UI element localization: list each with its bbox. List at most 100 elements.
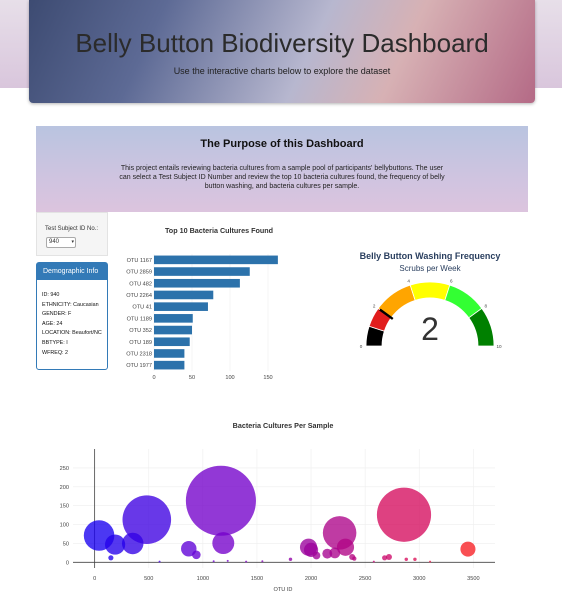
bubble-x-tick-label: 2500 xyxy=(359,576,371,582)
bubble-marker xyxy=(185,465,256,536)
bubble-marker xyxy=(336,538,355,556)
gauge-value: 2 xyxy=(421,311,439,347)
demographic-heading: Demographic Info xyxy=(37,263,107,280)
bubble-marker xyxy=(372,560,375,563)
bar-x-tick-label: 50 xyxy=(189,375,195,381)
bubble-marker xyxy=(322,548,333,559)
bar-x-tick-label: 100 xyxy=(225,375,234,381)
demographic-ethnicity: ETHNICITY: Caucasian xyxy=(42,301,99,308)
purpose-text: This project entails reviewing bacteria … xyxy=(119,165,445,190)
bubble-marker xyxy=(212,532,235,555)
bubble-marker xyxy=(108,555,114,561)
bar xyxy=(154,255,278,265)
bubble-marker xyxy=(226,559,229,562)
bubble-x-tick-label: 2000 xyxy=(305,576,317,582)
demographic-id: ID: 940 xyxy=(42,292,60,298)
bubble-x-tick-label: 3500 xyxy=(467,576,479,582)
bar-x-tick-label: 150 xyxy=(263,375,272,381)
bubble-marker xyxy=(288,557,293,562)
gauge-subtitle: Scrubs per Week xyxy=(399,264,461,273)
gauge-band xyxy=(468,307,495,347)
bar xyxy=(154,349,185,358)
bubble-y-tick-label: 0 xyxy=(66,560,69,566)
bubble-marker xyxy=(460,541,476,557)
bar xyxy=(154,290,214,300)
bubble-marker xyxy=(121,532,144,555)
demographic-location: LOCATION: Beaufort/NC xyxy=(42,330,102,337)
page-subtitle: Use the interactive charts below to expl… xyxy=(173,66,391,76)
bar-category-label: OTU 2264 xyxy=(126,293,152,299)
bubble-marker xyxy=(104,534,126,555)
bar xyxy=(154,360,185,370)
bar-category-label: OTU 2859 xyxy=(126,270,152,276)
bubble-marker xyxy=(352,556,357,561)
bar xyxy=(154,278,240,288)
bar xyxy=(154,337,190,347)
bar xyxy=(154,325,192,335)
bar-category-label: OTU 352 xyxy=(129,328,152,334)
bar-chart: Top 10 Bacteria Cultures Found 0 50 100 150… xyxy=(126,226,278,381)
bar-category-label: OTU 482 xyxy=(129,281,152,287)
demographic-list: ID: 940 ETHNICITY: Caucasian GENDER: F A… xyxy=(37,280,107,358)
gauge-tick-label: 4 xyxy=(407,278,410,283)
subject-selector-label: Test Subject ID No.: xyxy=(45,226,99,232)
bar xyxy=(154,267,250,276)
bubble-marker xyxy=(429,560,432,563)
bubble-x-tick-label: 1500 xyxy=(251,576,263,582)
bubble-y-tick-label: 250 xyxy=(60,466,69,472)
purpose-heading: The Purpose of this Dashboard xyxy=(200,138,364,150)
gauge-tick-label: 10 xyxy=(496,344,502,349)
bubble-marker xyxy=(329,547,341,559)
demographic-age: AGE: 24 xyxy=(42,320,63,327)
subject-id-dropdown[interactable]: 940 ▾ xyxy=(46,237,76,248)
gauge-chart: Belly Button Washing Frequency Scrubs pe… xyxy=(360,251,502,349)
demographic-gender: GENDER: F xyxy=(42,311,72,318)
subject-id-value: 940 xyxy=(49,239,60,245)
header-jumbotron: Belly Button Biodiversity Dashboard Use … xyxy=(29,0,535,103)
bar-category-label: OTU 189 xyxy=(129,340,152,346)
gauge-tick-label: 8 xyxy=(485,303,488,308)
demographic-panel: Demographic Info ID: 940 ETHNICITY: Cauc… xyxy=(36,262,108,370)
demographic-bbtype: BBTYPE: I xyxy=(42,339,68,346)
bubble-chart-title: Bacteria Cultures Per Sample xyxy=(233,421,334,430)
gauge-band xyxy=(409,281,451,301)
bubble-marker xyxy=(158,560,161,563)
demographic-wfreq: WFREQ: 2 xyxy=(42,349,69,356)
bubble-marker xyxy=(382,555,388,561)
bubble-marker xyxy=(261,560,264,563)
bubble-x-axis-label: OTU ID xyxy=(274,587,293,593)
bubble-y-tick-label: 150 xyxy=(60,504,69,510)
gauge-needle xyxy=(379,308,394,320)
bar-category-label: OTU 1977 xyxy=(126,363,152,369)
bubble-marker xyxy=(385,554,392,561)
subject-selector-card: Test Subject ID No.: 940 ▾ xyxy=(36,212,108,256)
bar-category-label: OTU 41 xyxy=(132,305,152,311)
bubble-y-tick-label: 200 xyxy=(60,485,69,491)
bubble-marker xyxy=(312,551,321,560)
bubble-y-tick-label: 100 xyxy=(60,523,69,529)
bubble-marker xyxy=(192,550,201,560)
bubble-marker xyxy=(376,487,432,542)
bubble-marker xyxy=(245,560,248,563)
bubble-marker xyxy=(212,560,215,563)
purpose-panel: The Purpose of this Dashboard This proje… xyxy=(36,126,528,212)
bubble-marker xyxy=(413,557,417,562)
gauge-tick-label: 6 xyxy=(450,278,453,283)
bar-category-label: OTU 1189 xyxy=(127,316,152,322)
bubble-x-tick-label: 0 xyxy=(93,576,96,582)
bar xyxy=(154,314,193,323)
gauge-tick-label: 2 xyxy=(373,303,376,308)
bubble-marker xyxy=(122,495,172,544)
bar-category-label: OTU 2318 xyxy=(126,351,152,357)
bar-chart-title: Top 10 Bacteria Cultures Found xyxy=(165,226,273,235)
bubble-x-tick-label: 500 xyxy=(144,576,153,582)
gauge-tick-label: 0 xyxy=(360,344,363,349)
bar-x-tick-label: 0 xyxy=(152,375,155,381)
bubble-y-tick-label: 50 xyxy=(63,541,69,547)
chevron-down-icon: ▾ xyxy=(71,239,74,245)
gauge-title: Belly Button Washing Frequency xyxy=(360,251,501,261)
bubble-x-tick-label: 1000 xyxy=(197,576,209,582)
bar xyxy=(154,302,208,311)
bubble-marker xyxy=(404,557,408,562)
bar-category-label: OTU 1167 xyxy=(127,258,152,264)
